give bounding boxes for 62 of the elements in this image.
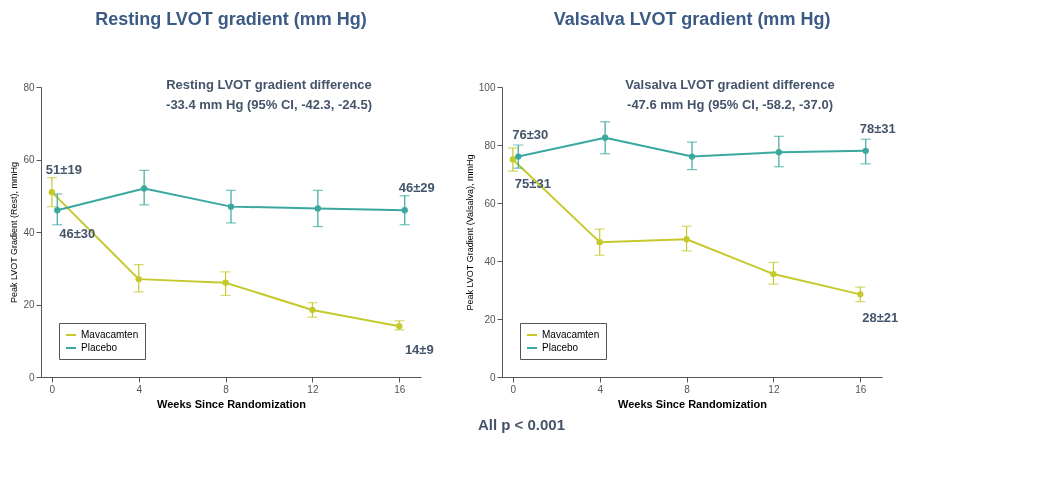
x-tick-label: 12: [768, 383, 780, 395]
x-axis-title: Weeks Since Randomization: [618, 397, 768, 410]
annotation: -47.6 mm Hg (95% CI, -58.2, -37.0): [627, 97, 833, 112]
y-axis-title: Peak LVOT Gradient (Valsalva), mmHg: [464, 154, 475, 311]
point: [401, 207, 408, 214]
legend-label: Mavacamten: [81, 329, 139, 340]
annotation: -33.4 mm Hg (95% CI, -42.3, -24.5): [166, 97, 372, 112]
x-tick-label: 12: [307, 383, 319, 395]
legend-label: Mavacamten: [542, 329, 600, 340]
y-tick-label: 20: [484, 313, 496, 325]
x-tick-label: 0: [510, 383, 517, 395]
point: [770, 270, 777, 278]
point: [509, 156, 517, 163]
x-tick-label: 4: [597, 383, 604, 395]
x-axis-title: Weeks Since Randomization: [157, 397, 307, 410]
legend-label: Placebo: [542, 342, 579, 353]
data-label: 14±9: [404, 342, 434, 358]
point: [857, 291, 864, 298]
point: [314, 205, 322, 212]
data-label: 76±30: [512, 126, 549, 142]
chart-title: Valsalva LVOT gradient (mm Hg): [553, 9, 831, 29]
y-tick-label: 80: [23, 81, 35, 93]
point: [683, 236, 690, 243]
x-tick-label: 16: [855, 383, 867, 395]
point: [227, 203, 235, 210]
y-tick-label: 40: [23, 226, 35, 238]
point: [222, 279, 229, 286]
data-label: 46±30: [59, 226, 96, 242]
data-label: 46±29: [398, 180, 435, 196]
y-tick-label: 0: [489, 371, 496, 383]
point: [309, 306, 316, 314]
x-tick-label: 0: [49, 383, 56, 395]
annotation: Resting LVOT gradient difference: [166, 77, 372, 92]
data-label: 28±21: [862, 310, 899, 326]
point: [515, 153, 522, 160]
point: [140, 185, 148, 192]
data-label: 78±31: [859, 120, 896, 136]
y-tick-label: 20: [23, 299, 35, 310]
point: [596, 238, 603, 246]
x-tick-label: 8: [684, 383, 691, 395]
text: All p < 0.001: [476, 416, 567, 433]
point: [48, 188, 56, 196]
y-tick-label: 60: [484, 197, 496, 209]
x-tick-label: 4: [136, 383, 143, 395]
point: [775, 149, 783, 156]
point: [862, 147, 869, 154]
chart-title: Resting LVOT gradient (mm Hg): [95, 9, 367, 29]
point: [688, 153, 696, 160]
y-axis-title: Peak LVOT Gradient (Rest), mmHg: [9, 161, 20, 304]
y-tick-label: 40: [484, 255, 496, 267]
point: [601, 134, 609, 141]
point: [135, 275, 142, 283]
annotation: Valsalva LVOT gradient difference: [625, 77, 835, 92]
y-tick-label: 0: [28, 371, 35, 383]
x-tick-label: 8: [223, 383, 230, 395]
y-tick-label: 60: [23, 154, 35, 165]
legend-label: Placebo: [81, 342, 118, 353]
y-tick-label: 100: [478, 81, 496, 93]
point: [54, 207, 61, 214]
data-label: 51±19: [45, 162, 82, 178]
y-tick-label: 80: [484, 139, 496, 151]
x-tick-label: 16: [394, 383, 406, 395]
